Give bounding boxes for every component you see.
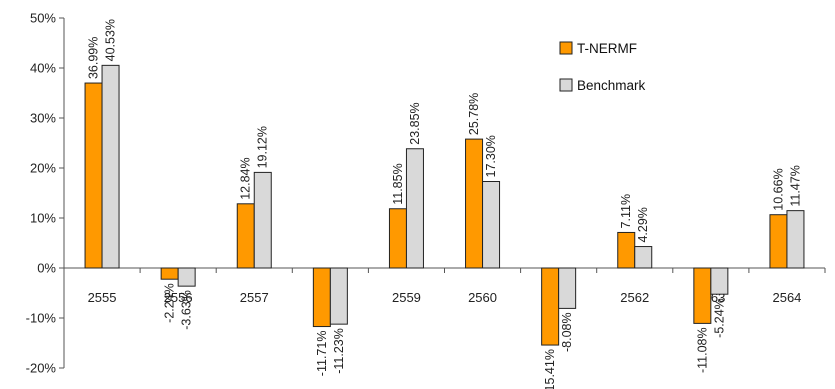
x-tick-label: 2555 — [88, 290, 117, 305]
data-label: 11.47% — [788, 165, 802, 206]
data-label: -15.41% — [543, 349, 557, 389]
y-tick-label: 40% — [30, 61, 56, 76]
y-tick-label: 50% — [30, 11, 56, 26]
legend-swatch — [559, 78, 573, 92]
bar-t-nermf-2563 — [693, 267, 712, 324]
data-label: -11.23% — [332, 328, 346, 374]
bar-benchmark-2557 — [253, 171, 272, 269]
bar-t-nermf-2559 — [388, 208, 407, 269]
data-label: 10.66% — [771, 168, 785, 210]
bar-benchmark-2561 — [558, 267, 577, 309]
data-label: 4.29% — [636, 207, 650, 242]
x-tick-label: 2560 — [468, 290, 497, 305]
bar-t-nermf-2562 — [617, 231, 636, 269]
bar-t-nermf-2561 — [541, 267, 560, 346]
bar-t-nermf-2560 — [465, 138, 484, 269]
bar-benchmark-2559 — [405, 148, 424, 269]
data-label: -2.24% — [163, 283, 177, 323]
bar-benchmark-2555 — [101, 64, 120, 269]
bar-t-nermf-2555 — [84, 82, 103, 269]
x-tick-label: 2564 — [772, 290, 801, 305]
data-label: -11.08% — [695, 327, 709, 373]
data-label: 19.12% — [256, 126, 270, 168]
y-tick-label: 20% — [30, 161, 56, 176]
y-tick-label: 10% — [30, 211, 56, 226]
data-label: -8.08% — [560, 312, 574, 352]
bar-t-nermf-2557 — [236, 203, 255, 269]
data-label: 7.11% — [619, 194, 633, 229]
bar-t-nermf-2564 — [769, 214, 788, 269]
y-tick-label: -10% — [26, 311, 57, 326]
chart-legend: T-NERMF Benchmark — [559, 41, 646, 93]
data-label: 40.53% — [104, 19, 118, 61]
bar-benchmark-2562 — [634, 246, 653, 269]
data-label: 25.78% — [467, 93, 481, 135]
bar-benchmark-2560 — [482, 181, 501, 269]
bar-benchmark-2563 — [710, 267, 729, 295]
plot-area: -20% -10% 0% 10% 20% 30% 40% 50% 2555 36.99% 40.53… — [26, 11, 826, 389]
data-label: 36.99% — [87, 37, 101, 79]
bar-benchmark-2558 — [329, 267, 348, 325]
bar-benchmark-2564 — [786, 210, 805, 269]
bar-t-nermf-2558 — [312, 267, 331, 328]
x-tick-label: 2557 — [240, 290, 269, 305]
data-label: -3.63% — [180, 290, 194, 330]
bar-benchmark-2556 — [177, 267, 196, 287]
data-label: 11.85% — [391, 163, 405, 204]
data-label: 23.85% — [408, 102, 422, 144]
data-label: 12.84% — [239, 157, 253, 199]
data-label: 17.30% — [484, 135, 498, 177]
bar-t-nermf-2556 — [160, 267, 179, 280]
x-tick-label: 2559 — [392, 290, 421, 305]
data-label: -5.24% — [712, 298, 726, 338]
legend-swatch — [559, 41, 573, 55]
y-tick-label: 30% — [30, 111, 56, 126]
x-tick-label: 2562 — [620, 290, 649, 305]
legend-label: T-NERMF — [577, 41, 637, 56]
y-tick-label: -20% — [26, 361, 57, 376]
legend-label: Benchmark — [577, 78, 646, 93]
y-tick-label: 0% — [37, 261, 56, 276]
data-label: -11.71% — [315, 331, 329, 377]
x-tick-label: 2556 — [164, 290, 193, 305]
